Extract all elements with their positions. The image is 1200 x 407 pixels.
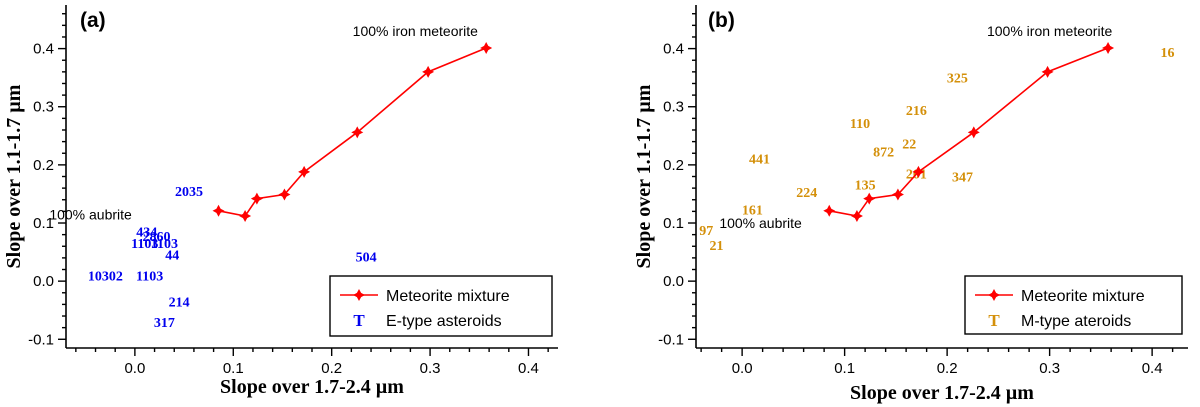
asteroid-label: 872 [873,146,894,161]
asteroid-label: 434 [136,226,157,241]
legend-label-mixture: Meteorite mixture [386,288,510,305]
x-tick-label: 0.2 [321,360,342,377]
mixture-point [480,42,493,55]
mixture-point [850,210,863,223]
y-tick-label: 0.1 [663,215,684,232]
legend: Meteorite mixture T M-type ateroids [964,275,1183,335]
asteroid-label: 135 [855,179,876,194]
asteroid-label: 110 [850,117,870,132]
asteroid-label: 2860 [143,230,171,245]
asteroid-label: 22 [902,137,916,152]
asteroid-label: 44 [165,248,179,263]
legend-label-asteroids: E-type asteroids [386,313,502,330]
mixture-point [212,204,225,217]
endmember-annotation: 100% iron meteorite [353,23,479,39]
legend-label-asteroids: M-type ateroids [1021,313,1131,330]
endmember-annotation: 100% iron meteorite [987,23,1113,39]
y-tick-label: 0.3 [663,99,684,116]
asteroid-label: 16 [1161,46,1175,61]
asteroid-label: 504 [356,251,377,266]
y-axis-label: Slope over 1.1-1.7 µm [633,84,655,268]
mixture-point [250,192,263,205]
y-tick-label: 0.2 [33,157,54,174]
legend-box [329,275,553,337]
mixture-point [239,210,252,223]
x-axis-label: Slope over 1.7-2.4 µm [850,382,1034,404]
asteroid-label: 1103 [151,237,178,252]
panel-label: (a) [80,9,106,32]
asteroid-label: 441 [749,152,770,167]
asteroid-label: 216 [906,104,927,119]
mixture-point [278,188,291,201]
chart-panel-a: -0.1 0.0 0.1 0.2 0.3 0.4 0.0 0.1 0.2 0.3 0.4 Slope … [3,5,558,398]
y-tick-label: -0.1 [658,331,684,348]
chart-panel-b: -0.1 0.0 0.1 0.2 0.3 0.4 0.0 0.1 0.2 0.3 0.4 Slope … [633,5,1188,404]
mixture-point [422,65,435,78]
y-tick-label: 0.0 [663,273,684,290]
y-tick-label: 0.4 [33,41,54,58]
x-tick-label: 0.3 [420,360,441,377]
y-axis-label: Slope over 1.1-1.7 µm [3,84,25,268]
mixture-point [823,204,836,217]
asteroid-label: 214 [169,295,190,310]
legend-marker-mixture [353,289,365,301]
y-tick-label: 0.3 [33,99,54,116]
mixture-point [891,188,904,201]
legend-marker-asteroids: T [353,311,365,330]
mixture-point [298,165,311,178]
y-tick-label: 0.4 [663,41,684,58]
mixture-point [912,165,925,178]
legend-marker-asteroids: T [988,311,1000,330]
mixture-series-line [218,47,487,217]
asteroid-label: 1103 [131,237,158,252]
y-tick-label: 0.2 [663,157,684,174]
legend: Meteorite mixture T E-type asteroids [329,275,553,337]
legend-marker-mixture [988,289,1000,301]
mixture-series-line [829,47,1109,217]
mixture-point [863,192,876,205]
y-tick-label: -0.1 [28,331,54,348]
x-axis-label: Slope over 1.7-2.4 µm [220,376,404,398]
x-tick-label: 0.1 [834,360,855,377]
mixture-point [967,126,980,139]
endmember-annotation: 100% aubrite [49,206,132,222]
asteroid-label: 224 [796,186,817,201]
asteroid-label: 21 [710,239,724,254]
x-tick-label: 0.2 [937,360,958,377]
mixture-point [1041,65,1054,78]
x-tick-label: 0.1 [223,360,244,377]
asteroid-label: 1103 [136,269,163,284]
asteroid-label: 317 [154,316,175,331]
y-tick-label: 0.1 [33,215,54,232]
x-tick-label: 0.3 [1039,360,1060,377]
y-tick-label: 0.0 [33,273,54,290]
asteroid-label: 347 [952,171,973,186]
asteroid-label: 97 [699,224,713,239]
endmember-annotation: 100% aubrite [719,215,802,231]
legend-box [964,275,1183,335]
asteroid-label: 161 [742,204,763,219]
panel-label: (b) [708,9,735,32]
x-tick-label: 0.0 [732,360,753,377]
x-tick-label: 0.4 [518,360,539,377]
legend-label-mixture: Meteorite mixture [1021,288,1145,305]
asteroid-label: 325 [947,72,968,87]
asteroid-label: 10302 [88,269,123,284]
mixture-point [351,126,364,139]
x-tick-label: 0.4 [1142,360,1163,377]
asteroid-label: 2035 [175,185,203,200]
mixture-point [1102,42,1115,55]
x-tick-label: 0.0 [124,360,145,377]
